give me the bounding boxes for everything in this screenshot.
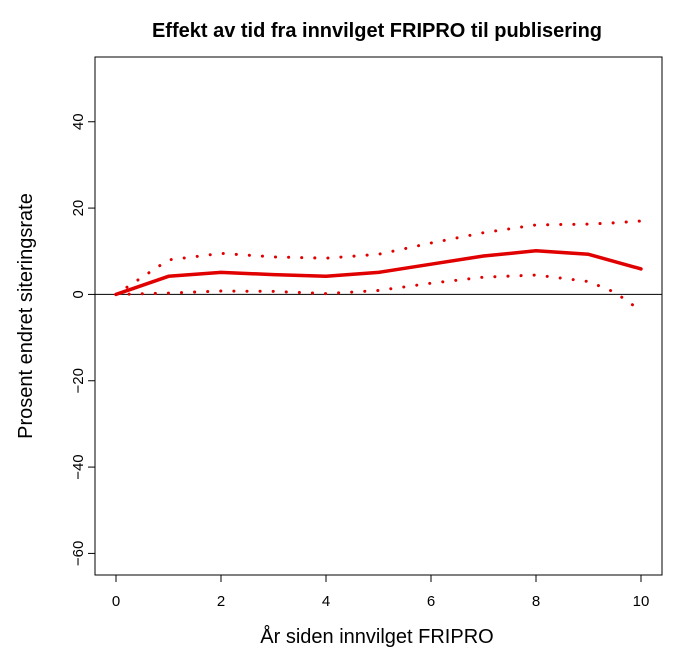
- x-axis-label: År siden innvilget FRIPRO: [260, 625, 493, 648]
- x-tick-label: 0: [112, 593, 120, 610]
- plot-content: [95, 219, 662, 313]
- x-tick-label: 10: [633, 593, 650, 610]
- x-tick-label: 2: [217, 593, 225, 610]
- y-axis: −60 −40 −20 0 20 40: [70, 113, 96, 566]
- chart-title: Effekt av tid fra innvilget FRIPRO til p…: [152, 20, 602, 42]
- x-tick-label: 4: [322, 593, 330, 610]
- y-tick-label: −60: [70, 541, 87, 566]
- estimate-line: [114, 249, 643, 297]
- x-tick-label: 8: [532, 593, 540, 610]
- plot-area-frame: [94, 56, 663, 576]
- y-axis-label: Prosent endret siteringsrate: [15, 193, 37, 439]
- upper-confidence-band-line: [114, 219, 643, 296]
- y-tick-label: 0: [70, 290, 87, 298]
- y-tick-label: 40: [70, 113, 87, 130]
- y-tick-label: −40: [70, 454, 87, 479]
- y-tick-label: 20: [70, 200, 87, 217]
- x-axis: 0 2 4 6 8 10: [112, 574, 650, 610]
- x-tick-label: 6: [427, 593, 435, 610]
- y-tick-label: −20: [70, 368, 87, 393]
- lower-confidence-band-line: [114, 273, 643, 313]
